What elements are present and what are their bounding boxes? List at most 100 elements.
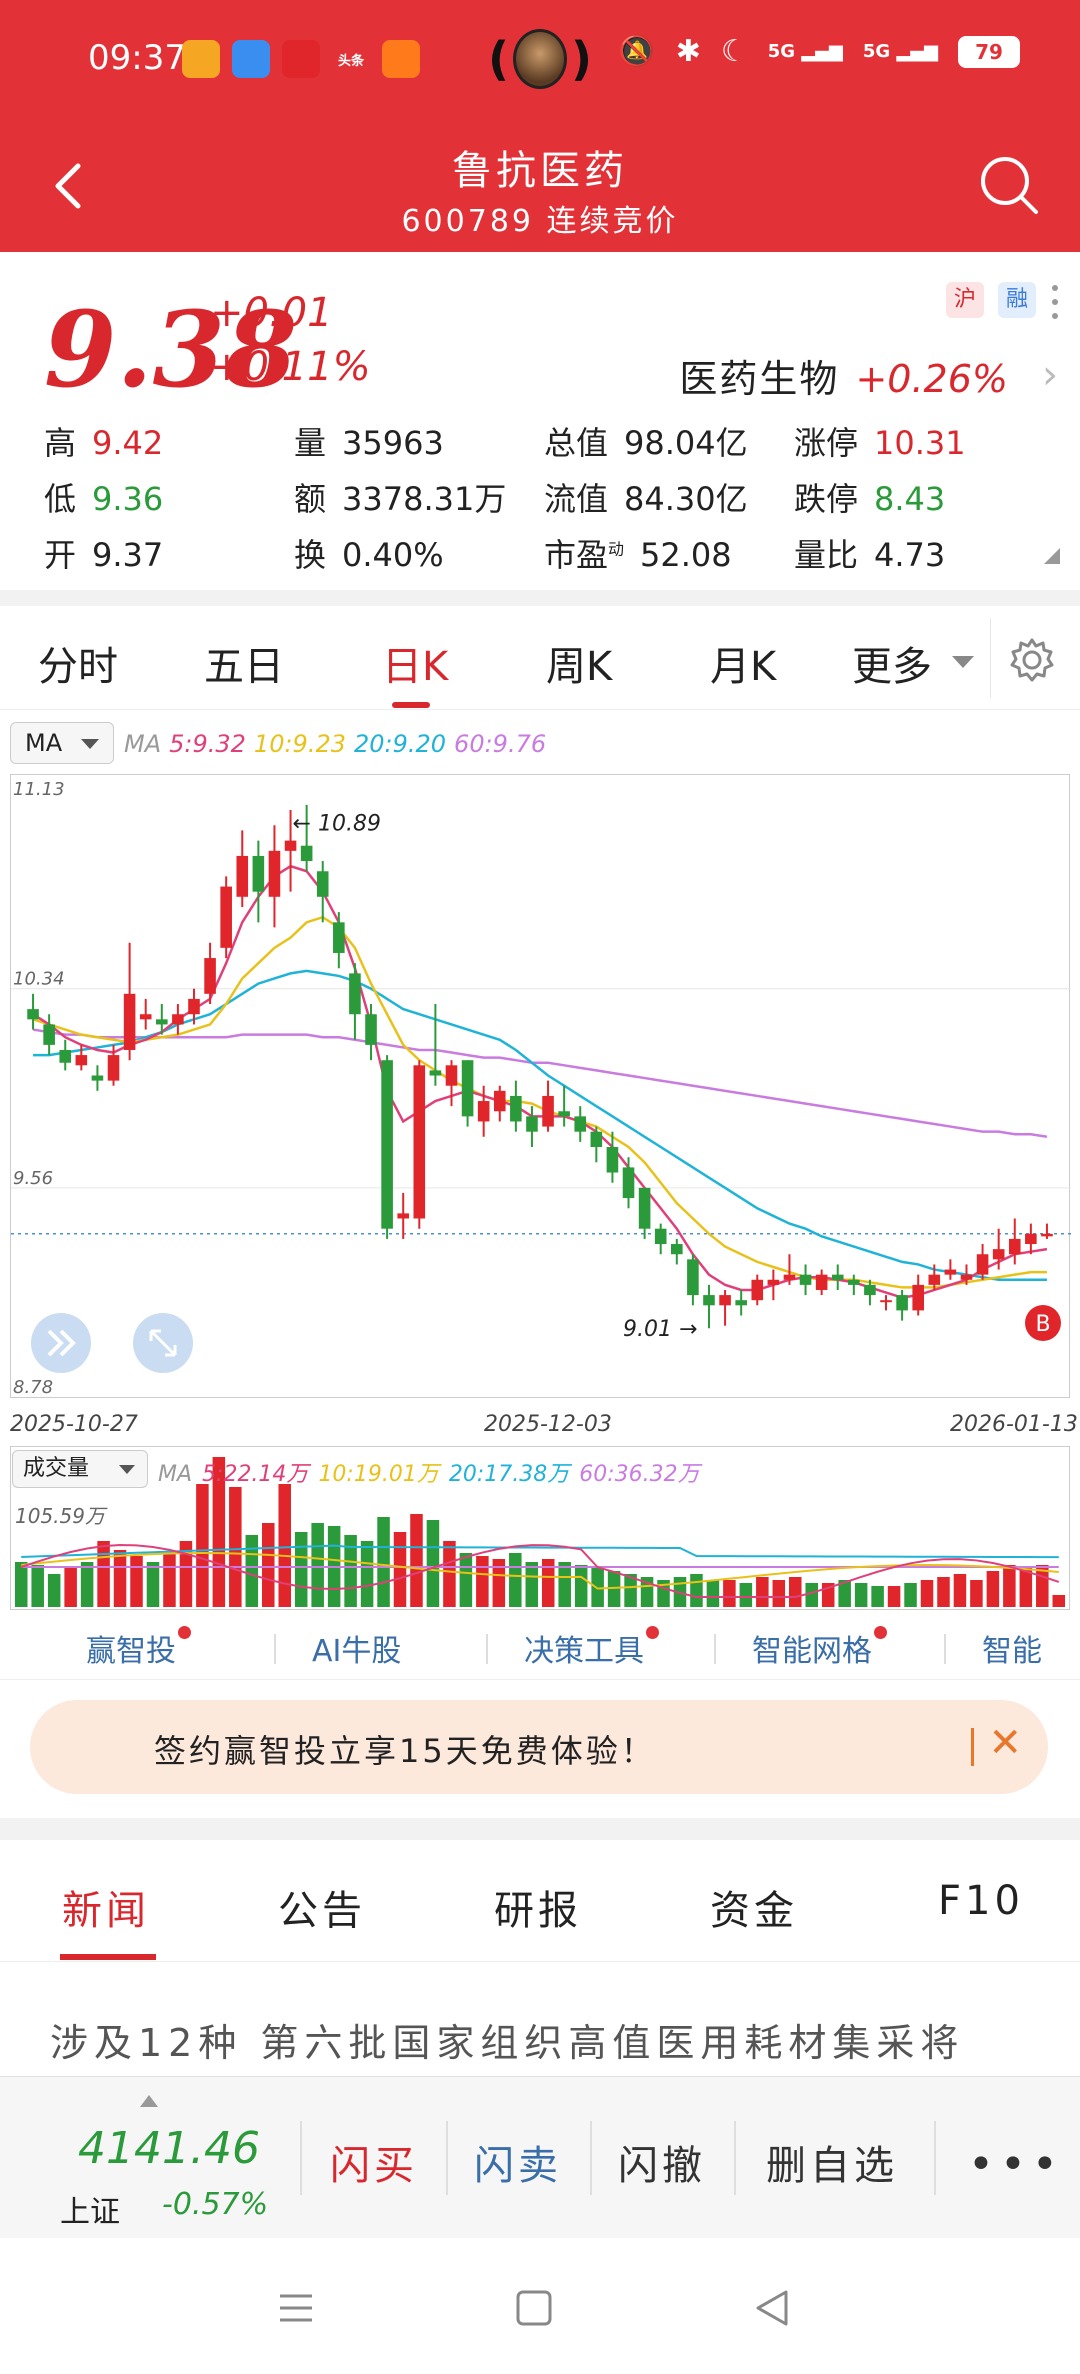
close-icon[interactable]: ✕ [988,1720,1022,1766]
volume-bar [97,1541,110,1607]
tab-daily-k[interactable]: 日K [382,644,449,690]
stat-label: 市盈 [544,536,609,574]
current-price: 9.38 [44,288,298,411]
candle [671,1244,683,1255]
tab-announcements[interactable]: 公告 [278,1888,366,1934]
news-headline[interactable]: 涉及12种 第六批国家组织高值医用耗材集采将 [50,2021,965,2065]
tab-funds[interactable]: 资金 [710,1888,798,1934]
volume-bar [196,1484,209,1607]
pe-dynamic-mark: 动 [608,539,625,559]
volume-chart[interactable]: 105.59万 [10,1446,1070,1610]
tab-five-day[interactable]: 五日 [204,644,284,690]
tool-3[interactable]: 智能网格 [752,1626,887,1670]
index-expand-icon[interactable] [140,2095,158,2107]
volume-bar [426,1520,440,1607]
tab-more[interactable]: 更多 [852,644,932,690]
search-icon[interactable] [974,150,1044,220]
gear-icon[interactable] [1008,636,1056,684]
tab-f10[interactable]: F10 [938,1878,1024,1924]
candle [139,1014,152,1020]
volume-bar [64,1568,77,1607]
volume-bar [492,1559,506,1607]
tab-intraday[interactable]: 分时 [38,644,118,690]
promo-banner[interactable]: 签约赢智投立享15天免费体验！ ✕ [30,1700,1048,1794]
divider [300,2121,302,2195]
candle [1008,1238,1021,1255]
candle [429,1070,442,1076]
remove-watchlist-button[interactable]: 删自选 [766,2143,898,2189]
more-vertical-icon[interactable] [1050,282,1060,322]
stat-value: 4.73 [874,536,946,574]
volume-bar [47,1574,61,1607]
tool-1[interactable]: AI牛股 [312,1626,401,1670]
floating-avatar[interactable]: () [488,24,592,94]
volume-bar [838,1580,851,1607]
menu-icon[interactable] [266,2278,326,2338]
candle [188,998,200,1015]
buy-marker-icon[interactable] [1025,1305,1061,1341]
tool-0[interactable]: 赢智投 [86,1626,191,1670]
volume-bar [937,1577,950,1607]
indicator-select[interactable]: MA [10,722,114,764]
back-nav-icon[interactable] [742,2278,802,2338]
index-value[interactable]: 4141.46 [78,2123,260,2174]
volume-bar [525,1562,539,1607]
candle [638,1187,651,1229]
tool-label: 智能 [982,1634,1042,1669]
candle [252,855,265,892]
stat-label: 额 [294,480,327,518]
flash-cancel-button[interactable]: 闪撤 [618,2143,706,2189]
candle [687,1259,699,1296]
volume-bar [360,1541,374,1607]
taobao-icon [382,40,420,78]
candle [848,1279,860,1285]
volume-bar [212,1457,226,1607]
back-icon[interactable] [40,156,100,216]
chevron-down-icon [952,656,974,668]
candle [397,1213,409,1219]
volume-bar [706,1580,720,1607]
candle [75,1055,88,1066]
tab-monthly-k[interactable]: 月K [710,644,777,690]
stat-value: 9.42 [92,424,164,462]
stat-item: 换 0.40% [294,530,544,586]
stat-row: 开 9.37 换 0.40% 市盈动 52.08 量比 4.73 [44,530,1044,586]
chevron-right-icon[interactable]: › [1042,352,1058,398]
tab-news[interactable]: 新闻 [62,1888,150,1934]
info-tabs: 新闻 公告 研报 资金 F10 [0,1842,1080,1962]
candle [590,1131,603,1147]
flash-sell-button[interactable]: 闪卖 [474,2143,562,2189]
low-value: 9.01 [623,1317,672,1342]
fast-forward-glyph [47,1329,76,1357]
volume-ma-line [21,1551,1059,1590]
legend-prefix: MA [158,1462,193,1487]
kline-chart[interactable]: 11.13 10.34 9.56 8.78 ← 10.89 9.01 → B [10,774,1071,1398]
volume-indicator-select[interactable]: 成交量 [12,1450,148,1488]
divider [274,1634,276,1664]
volume-bar [509,1553,522,1607]
stat-label: 流值 [544,480,609,518]
tool-2[interactable]: 决策工具 [524,1626,659,1670]
volume-bar [887,1586,901,1607]
ma-indicator-bar: MA MA 5:9.32 10:9.23 20:9.20 60:9.76 [0,716,1080,770]
more-horizontal-icon[interactable]: ••• [968,2139,1064,2190]
tab-research[interactable]: 研报 [494,1888,582,1934]
flash-buy-button[interactable]: 闪买 [330,2143,418,2189]
avatar[interactable] [513,29,567,89]
candle [783,1274,796,1280]
legend-item: 10:19.01万 [318,1462,439,1487]
candle [445,1065,458,1086]
kline-svg: 11.13 10.34 9.56 8.78 ← 10.89 9.01 → B [11,779,1071,1398]
price-change: +0.01 +0.11% [210,286,371,394]
home-icon[interactable] [504,2278,564,2338]
candle [654,1228,667,1245]
sector-link[interactable]: 医药生物 +0.26% [679,348,1008,403]
volume-bar [805,1583,818,1607]
tool-4[interactable]: 智能 [982,1626,1042,1670]
candle [799,1274,812,1285]
chevron-down-icon [81,739,99,749]
notification-dot-icon [178,1626,191,1639]
expand-icon[interactable] [1044,548,1060,564]
tab-weekly-k[interactable]: 周K [546,644,613,690]
stat-label: 总值 [544,424,609,462]
